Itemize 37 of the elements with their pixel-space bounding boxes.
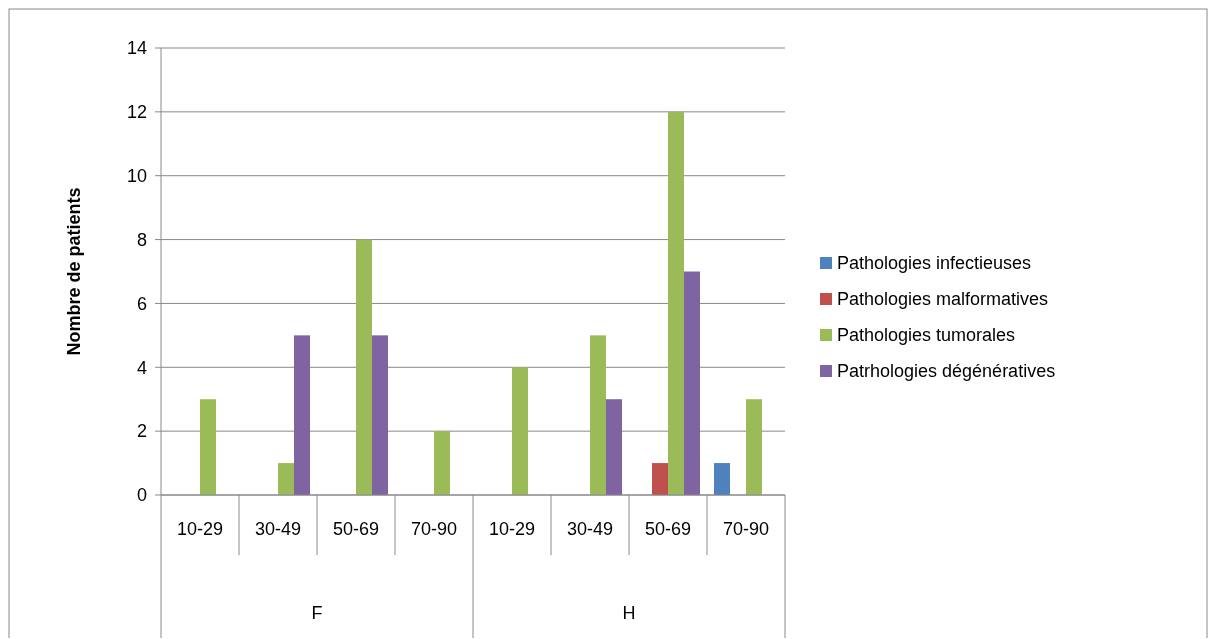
y-axis-title: Nombre de patients: [64, 187, 84, 356]
y-tick-label: 0: [136, 485, 147, 506]
bar: [356, 239, 372, 495]
bar: [668, 111, 684, 495]
x-tick-label: 30-49: [566, 519, 614, 539]
x-tick-label: 10-29: [488, 519, 536, 539]
bar: [714, 463, 730, 495]
text: H: [622, 603, 636, 623]
x-tick-label: 50-69: [644, 519, 692, 539]
legend-label: Pathologies tumorales: [837, 325, 1016, 346]
y-tick-label: 14: [126, 38, 147, 59]
bar: [294, 335, 310, 495]
legend-label: Pathologies malformatives: [837, 289, 1049, 310]
y-tick-label: 8: [136, 229, 147, 250]
x-tick-label: 10-29: [176, 519, 224, 539]
bar: [684, 271, 700, 495]
y-tick-label: 2: [136, 421, 147, 442]
bar: [434, 431, 450, 495]
y-tick-label: 12: [126, 102, 147, 123]
x-tick-label: 70-90: [410, 519, 458, 539]
x-tick-label: 70-90: [722, 519, 770, 539]
x-tick-label: 50-69: [332, 519, 380, 539]
bar: [652, 463, 668, 495]
bar: [278, 463, 294, 495]
bar: [200, 399, 216, 495]
y-tick-label: 10: [126, 166, 147, 187]
y-tick-label: 4: [136, 357, 147, 378]
bar: [746, 399, 762, 495]
y-tick-label: 6: [136, 293, 147, 314]
bar: [606, 399, 622, 495]
bar: [590, 335, 606, 495]
legend-label: Pathologies infectieuses: [837, 253, 1032, 274]
bar: [372, 335, 388, 495]
text: F: [311, 603, 323, 623]
x-tick-label: 30-49: [254, 519, 302, 539]
legend-label: Patrhologies dégénératives: [837, 361, 1056, 382]
bar: [512, 367, 528, 495]
